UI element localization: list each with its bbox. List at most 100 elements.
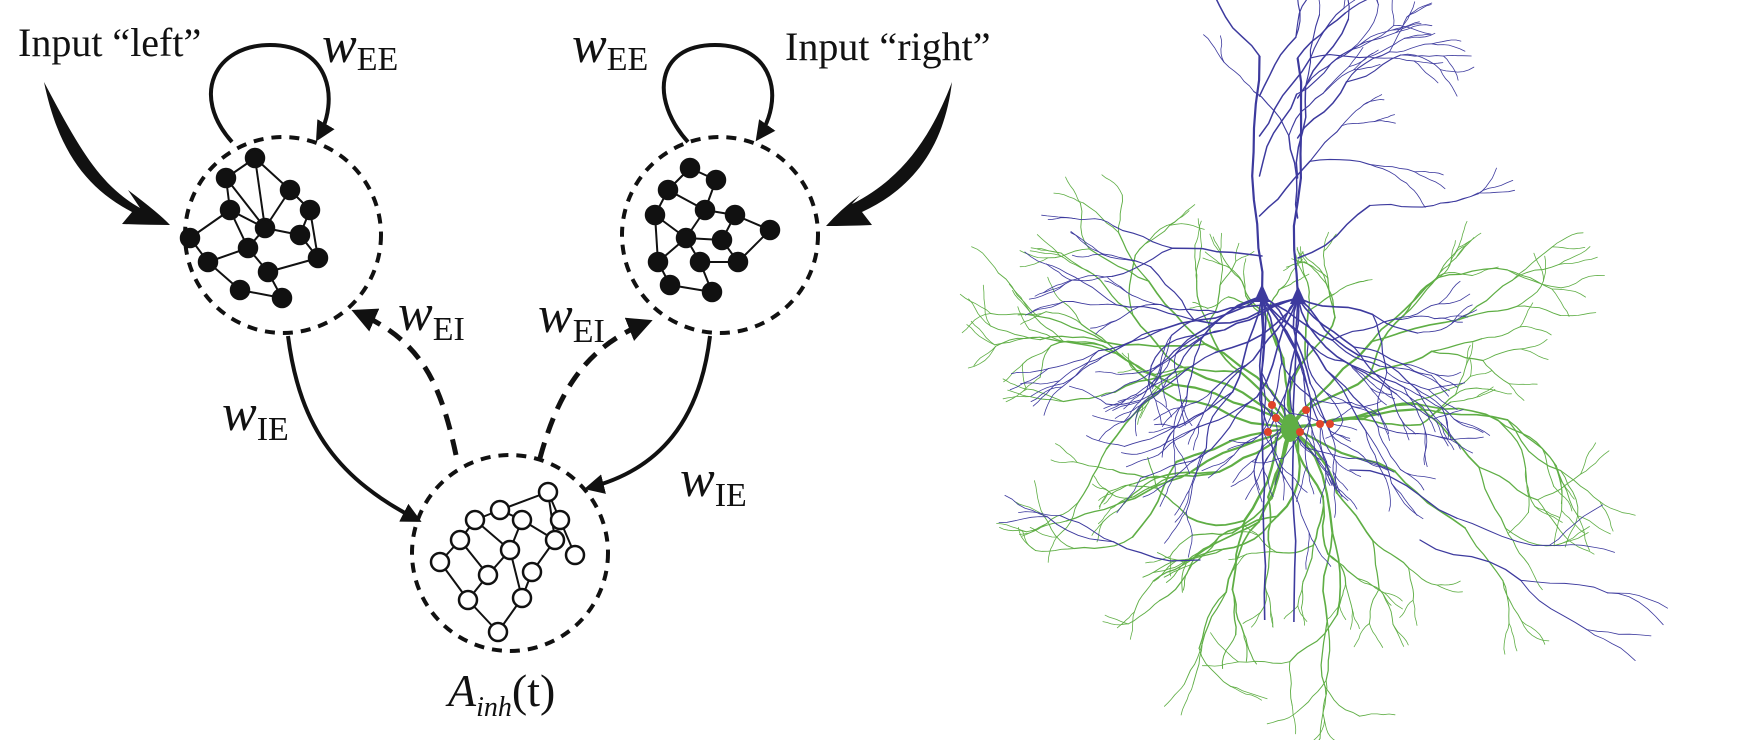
basal-dendrite <box>1047 350 1099 370</box>
interneuron-dendrite <box>1050 459 1078 464</box>
excitatory-neuron-node <box>197 251 219 273</box>
arrow-ie-right <box>584 335 712 494</box>
interneuron-dendrite <box>1266 710 1299 725</box>
axon-collateral <box>1607 592 1664 626</box>
basal-dendrite <box>1393 315 1436 320</box>
interneuron-dendrite <box>1516 280 1544 307</box>
interneuron-dendrite <box>1264 586 1272 612</box>
apical-tuft-branch <box>1352 29 1393 50</box>
basal-dendrite <box>1430 374 1449 397</box>
apical-tuft-branch <box>1400 53 1441 71</box>
interneuron-dendrite <box>1482 348 1522 361</box>
basal-dendrite <box>1159 374 1167 408</box>
neuron-somas <box>1254 284 1334 442</box>
interneuron-dendrite <box>1525 467 1530 513</box>
interneuron-dendrite <box>971 246 999 274</box>
apical-tuft-branch <box>1347 0 1350 20</box>
oblique-dendrite <box>1064 275 1114 285</box>
basal-dendrite <box>1172 439 1191 475</box>
basal-dendrite <box>1169 329 1226 360</box>
basal-dendrite <box>1172 439 1176 476</box>
excitatory-neuron-node <box>289 224 311 246</box>
interneuron-dendrite <box>1520 339 1548 350</box>
basal-dendrite <box>1063 300 1117 306</box>
basal-dendrite <box>1403 386 1443 409</box>
interneuron-dendrite <box>1036 234 1060 256</box>
interneuron-dendrite <box>1230 685 1262 701</box>
basal-dendrite <box>1330 433 1364 457</box>
interneuron-dendrite <box>1295 273 1310 282</box>
interneuron-axon <box>1163 563 1193 578</box>
apical-tuft-branch <box>1341 121 1375 127</box>
basal-dendrite <box>1160 304 1219 313</box>
synapse-marker <box>1296 428 1304 436</box>
axon-collateral <box>1548 504 1604 546</box>
interneuron-dendrite <box>1543 255 1547 282</box>
interneuron-dendrite <box>1129 611 1135 640</box>
interneuron-dendrite <box>1333 283 1355 295</box>
basal-dendrite <box>1395 393 1435 420</box>
interneuron-dendrite <box>1506 269 1553 290</box>
basal-dendrite <box>1117 394 1141 402</box>
axon-collateral <box>1548 544 1615 553</box>
apical-tuft-branch <box>1288 134 1299 219</box>
interneuron-dendrite <box>1079 202 1090 250</box>
interneuron-dendrite <box>1029 396 1064 402</box>
basal-dendrite <box>1386 371 1429 391</box>
synapse-marker <box>1264 428 1272 436</box>
basal-dendrite <box>1128 358 1171 384</box>
basal-dendrite <box>1365 430 1387 480</box>
basal-dendrite <box>1020 380 1060 385</box>
interneuron-dendrite <box>1534 506 1561 518</box>
interneuron-dendrite <box>1056 502 1079 538</box>
interneuron-dendrite <box>1524 467 1536 507</box>
inhibitory-neuron-node <box>537 481 559 503</box>
interneuron-dendrite <box>1023 377 1041 392</box>
oblique-dendrite <box>1074 218 1114 227</box>
basal-dendrite <box>1105 391 1159 406</box>
basal-dendrite <box>1373 384 1395 400</box>
interneuron-dendrite <box>1235 251 1255 262</box>
interneuron-dendrite <box>1139 402 1149 419</box>
interneuron-dendrite <box>1464 527 1504 582</box>
interneuron-dendrite <box>1450 240 1456 261</box>
basal-dendrite <box>1157 351 1217 393</box>
apical-tuft-branch <box>1406 2 1433 18</box>
interneuron-dendrite <box>1476 389 1496 398</box>
interneuron-dendrite <box>1102 621 1129 626</box>
basal-dendrite <box>1151 367 1161 390</box>
basal-dendrite <box>1400 469 1436 480</box>
apical-tuft-branch <box>1369 163 1416 173</box>
basal-dendrite <box>1451 304 1473 325</box>
oblique-dendrite <box>1112 247 1174 277</box>
excitatory-neuron-node <box>724 204 746 226</box>
interneuron-dendrite <box>1560 274 1605 289</box>
basal-dendrite <box>1308 532 1332 567</box>
basal-dendrite <box>1178 390 1213 409</box>
excitatory-neuron-node <box>215 167 237 189</box>
interneuron-dendrite <box>1437 267 1508 279</box>
interneuron-dendrite <box>1408 567 1438 586</box>
arrow-ie-left <box>286 335 422 522</box>
interneuron-dendrite <box>1436 580 1461 586</box>
basal-dendrite <box>1255 421 1286 460</box>
basal-dendrite <box>1159 334 1172 369</box>
interneuron-dendrite <box>1029 250 1060 256</box>
interneuron-dendrite <box>1019 257 1049 268</box>
basal-dendrite <box>1352 400 1382 408</box>
interneuron-dendrite <box>1455 237 1475 259</box>
interneuron-dendrite <box>970 320 995 346</box>
basal-dendrite <box>1357 457 1395 473</box>
interneuron-axon <box>1222 515 1279 551</box>
interneuron-dendrite <box>1555 465 1579 517</box>
interneuron-dendrite <box>1502 580 1523 622</box>
basal-dendrite <box>1423 430 1428 466</box>
right-network-nodes <box>644 157 781 303</box>
interneuron-dendrite <box>1368 588 1380 624</box>
interneuron-dendrite <box>1019 523 1048 535</box>
interneuron-dendrite <box>1516 305 1561 316</box>
basal-dendrite <box>1274 457 1285 486</box>
interneuron-dendrite <box>1303 261 1329 279</box>
weight-ei-left: wEI <box>398 285 465 348</box>
interneuron-dendrite <box>1022 345 1052 365</box>
